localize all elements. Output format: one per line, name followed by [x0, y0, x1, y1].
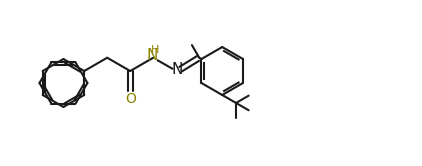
- Text: N: N: [147, 48, 158, 63]
- Text: N: N: [171, 62, 183, 77]
- Text: O: O: [125, 92, 135, 106]
- Text: H: H: [151, 45, 159, 55]
